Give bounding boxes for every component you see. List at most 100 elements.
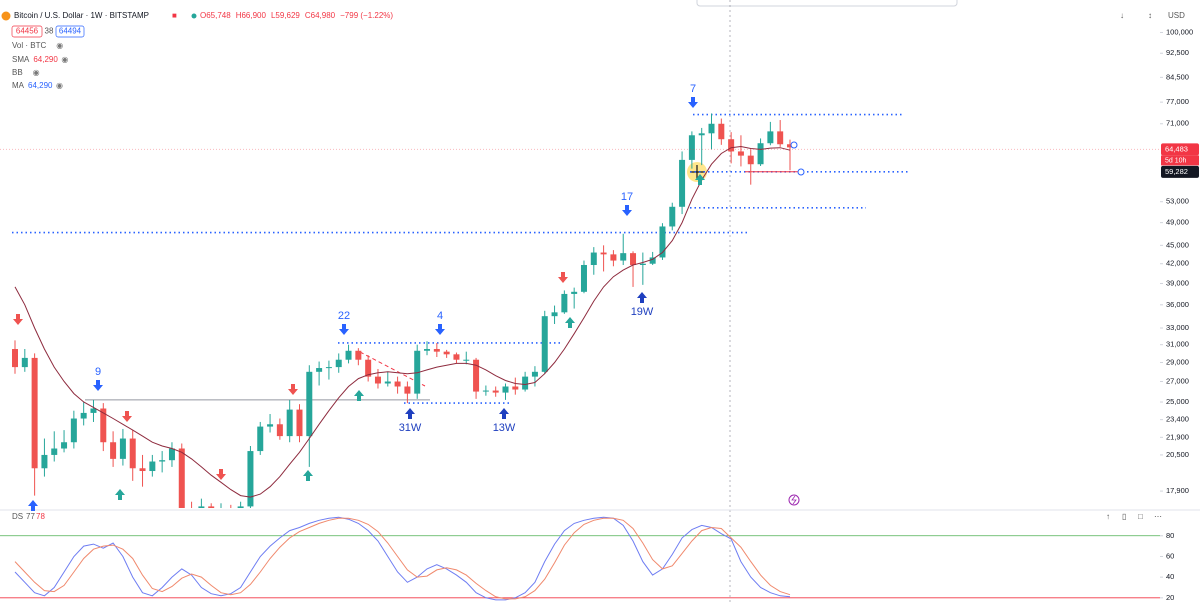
trend-line	[359, 351, 426, 387]
annotation: 7	[690, 83, 696, 95]
candle-body	[610, 254, 617, 261]
pane-delete-icon[interactable]: ▯	[1122, 512, 1126, 521]
candle-body	[522, 376, 529, 390]
scale-icon[interactable]: ↕	[1148, 11, 1152, 20]
price-label: 59,282	[1165, 167, 1188, 176]
visibility-icon[interactable]: ◉	[56, 41, 63, 50]
candle-body	[561, 293, 568, 313]
candle-body	[198, 506, 205, 508]
osc-value: 77	[26, 512, 35, 521]
y-tick-label: 80	[1166, 531, 1174, 540]
candle-body	[571, 291, 578, 294]
signal-arrow	[354, 390, 364, 401]
spread: 38	[45, 27, 54, 36]
currency[interactable]: USD	[1168, 11, 1185, 20]
candle-body	[80, 412, 87, 419]
candle-body	[41, 454, 48, 469]
annotation: 31W	[399, 422, 422, 434]
candle-body	[747, 155, 754, 165]
candle-body	[257, 426, 264, 452]
candle-body	[777, 131, 784, 145]
cursor	[690, 165, 704, 179]
candle-body	[325, 367, 332, 369]
candle-body	[580, 264, 587, 292]
pane-maximize-icon[interactable]: □	[1138, 512, 1143, 521]
candle-body	[424, 349, 431, 351]
visibility-icon[interactable]: ◉	[33, 68, 40, 77]
y-tick-label: 23,400	[1166, 415, 1189, 424]
candle-body	[365, 359, 372, 377]
candle-body	[443, 351, 450, 355]
y-tick-label: 42,000	[1166, 259, 1189, 268]
bid: 64456	[16, 27, 39, 36]
countdown-box	[1161, 155, 1199, 166]
indicator-name: Vol · BTC	[12, 41, 46, 50]
main-pane	[12, 113, 908, 508]
y-tick-label: 92,500	[1166, 48, 1189, 57]
candle-body	[473, 359, 480, 392]
candle-body	[90, 408, 97, 413]
visibility-icon[interactable]: ◉	[61, 55, 68, 64]
candle-body	[276, 424, 283, 437]
candle-body	[100, 408, 107, 443]
candle-body	[737, 151, 744, 156]
candle-body	[786, 144, 793, 148]
ohlc-value: −799 (−1.22%)	[340, 11, 393, 20]
candle-body	[119, 438, 126, 459]
y-tick-label: 20,500	[1166, 450, 1189, 459]
flag-icon[interactable]: ■	[172, 11, 177, 20]
pane-up-icon[interactable]: ↑	[1106, 512, 1110, 521]
y-tick-label: 84,500	[1166, 72, 1189, 81]
y-tick-label: 25,000	[1166, 397, 1189, 406]
candle-body	[404, 386, 411, 394]
candle-body	[620, 253, 627, 261]
ohlc-group: O65,748 H66,900 L59,629 C64,980 −799 (−1.22%…	[200, 11, 393, 20]
signal-arrow	[288, 384, 298, 395]
candle-body	[21, 357, 28, 368]
y-tick-label: 17,900	[1166, 486, 1189, 495]
candle-body	[374, 376, 381, 384]
candle-body	[551, 312, 558, 317]
candle-body	[590, 252, 597, 265]
y-tick-label: 53,000	[1166, 197, 1189, 206]
signal-arrow	[405, 408, 415, 419]
candle-body	[110, 442, 117, 459]
signal-arrow	[93, 380, 103, 391]
candle-body	[208, 506, 215, 508]
y-tick-label: 27,000	[1166, 376, 1189, 385]
arrow-icon[interactable]: ↓	[1120, 11, 1124, 20]
countdown: 5d 10h	[1165, 157, 1187, 164]
visibility-icon[interactable]: ◉	[56, 81, 63, 90]
symbol-title: Bitcoin / U.S. Dollar · 1W · BITSTAMP	[14, 11, 149, 20]
signal-arrow	[558, 272, 568, 283]
pane-more-icon[interactable]: ⋯	[1154, 512, 1162, 521]
osc-value: 78	[36, 512, 45, 521]
y-tick-label: 39,000	[1166, 278, 1189, 287]
alert-icon[interactable]	[788, 494, 800, 506]
signal-arrow	[339, 324, 349, 335]
price-label-box	[1161, 143, 1199, 156]
y-tick-label: 77,000	[1166, 97, 1189, 106]
signal-arrow	[695, 174, 705, 185]
bid-box[interactable]	[11, 25, 43, 38]
candle-body	[247, 451, 254, 507]
candle-body	[335, 359, 342, 368]
candle-body	[149, 461, 156, 472]
candle-body	[688, 135, 695, 160]
candle-body	[639, 263, 646, 265]
ohlc-value: H66,900	[236, 11, 267, 20]
candle-body	[61, 442, 68, 449]
symbol-logo	[1, 11, 11, 21]
drawing-toolbar[interactable]	[696, 0, 958, 7]
candle-body	[286, 409, 293, 437]
candle-body	[433, 349, 440, 352]
candle-body	[159, 460, 166, 462]
oscillator-line	[14, 517, 791, 600]
signal-arrow	[637, 292, 647, 303]
candle-body	[306, 371, 313, 437]
candle-body	[394, 381, 401, 387]
ask-box[interactable]	[55, 25, 85, 38]
ohlc-value: O65,748	[200, 11, 231, 20]
